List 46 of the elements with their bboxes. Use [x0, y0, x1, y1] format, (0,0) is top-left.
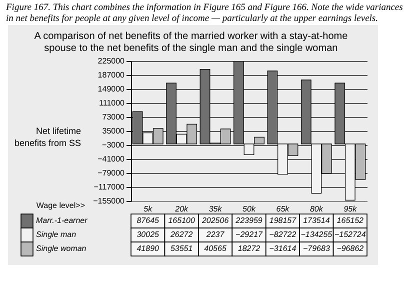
- y-tick-label: 111000: [98, 98, 126, 108]
- x-tick-label: 80k: [310, 204, 324, 214]
- y-tick-label: −155000: [93, 196, 126, 206]
- y-tick-label: −79000: [98, 168, 126, 178]
- y-tick-label: −3000: [102, 140, 126, 150]
- y-tick-label: 187000: [98, 70, 126, 80]
- y-tick-label: −41000: [98, 154, 126, 164]
- caption: Figure 167. This chart combines the information in Figure 165 and Figure 166. Note the wide variances in net benefits for people at any given level of income — particularly at the upper earnings levels.: [6, 3, 404, 25]
- x-tick-label: 5k: [144, 204, 154, 214]
- legend-label: Single woman: [36, 244, 87, 253]
- data-label: 26272: [169, 230, 194, 239]
- data-label: −82722: [269, 230, 297, 239]
- y-tick-label: 149000: [98, 84, 126, 94]
- x-axis-title: Wage level>>: [36, 201, 86, 210]
- x-tick-label: 35k: [208, 204, 223, 214]
- data-label: 202506: [200, 216, 230, 225]
- x-tick-label: 65k: [276, 204, 290, 214]
- data-label: 87645: [136, 216, 160, 225]
- data-label: −152724: [334, 230, 366, 239]
- data-label: 173514: [303, 216, 330, 225]
- data-label: 30025: [136, 230, 160, 239]
- data-label: 165152: [336, 216, 364, 225]
- data-label: 18272: [238, 244, 261, 253]
- data-label: −134255: [300, 230, 333, 239]
- data-label: 198157: [269, 216, 297, 225]
- x-tick-label: 95k: [344, 204, 358, 214]
- data-label: 165100: [168, 216, 196, 225]
- data-label: −29217: [236, 230, 264, 239]
- y-tick-label: −117000: [94, 182, 126, 192]
- data-label: 40565: [204, 244, 227, 253]
- data-label: −96862: [336, 244, 364, 253]
- legend-label: Marr.-1-earner: [36, 216, 88, 225]
- x-tick-label: 50k: [242, 204, 256, 214]
- x-tick-label: 20k: [174, 204, 190, 214]
- data-label: 223959: [234, 216, 263, 225]
- legend-label: Single man: [36, 230, 77, 239]
- data-label: 53551: [170, 244, 193, 253]
- data-label: −31614: [269, 244, 297, 253]
- y-tick-label: 73000: [102, 112, 126, 122]
- y-tick-label: 35000: [102, 126, 126, 136]
- y-axis-title: Net lifetime benefits from SS: [14, 126, 81, 148]
- data-label: 41890: [136, 244, 160, 253]
- data-label: 2237: [205, 230, 225, 239]
- chart-title: A comparison of net benefits of the married worker with a stay-at-home spouse to the net benefits of the single man and the single woman: [34, 31, 348, 54]
- data-label: −79683: [302, 244, 330, 253]
- y-tick-label: 225000: [98, 56, 126, 66]
